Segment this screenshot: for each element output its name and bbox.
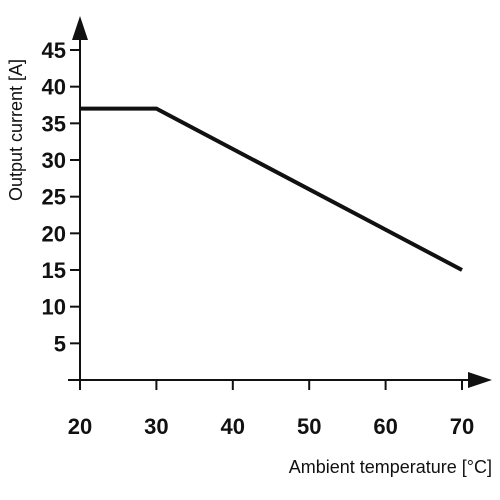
axes (68, 16, 492, 388)
x-axis-arrow-icon (468, 372, 492, 388)
x-axis-label: Ambient temperature [°C] (289, 457, 492, 477)
y-tick-label: 45 (42, 38, 66, 63)
x-tick-label: 70 (450, 414, 474, 439)
series-layer (80, 106, 463, 272)
x-tick-label: 40 (221, 414, 245, 439)
y-axis-arrow-icon (72, 16, 88, 40)
y-tick-label: 20 (42, 221, 66, 246)
ticks (70, 49, 463, 390)
tick-labels: 5 10 15 20 25 30 35 40 45 20 30 40 50 60 70 (42, 38, 475, 439)
x-tick-label: 30 (144, 414, 168, 439)
derating-curve (80, 106, 463, 272)
y-tick-label: 5 (54, 331, 66, 356)
y-tick-label: 25 (42, 185, 66, 210)
y-tick-label: 35 (42, 111, 66, 136)
x-tick-label: 20 (68, 414, 92, 439)
y-tick-label: 15 (42, 258, 66, 283)
y-tick-label: 40 (42, 75, 66, 100)
x-tick-label: 50 (297, 414, 321, 439)
y-tick-label: 10 (42, 295, 66, 320)
y-tick-label: 30 (42, 148, 66, 173)
y-axis-label: Output current [A] (6, 59, 26, 201)
x-tick-label: 60 (373, 414, 397, 439)
